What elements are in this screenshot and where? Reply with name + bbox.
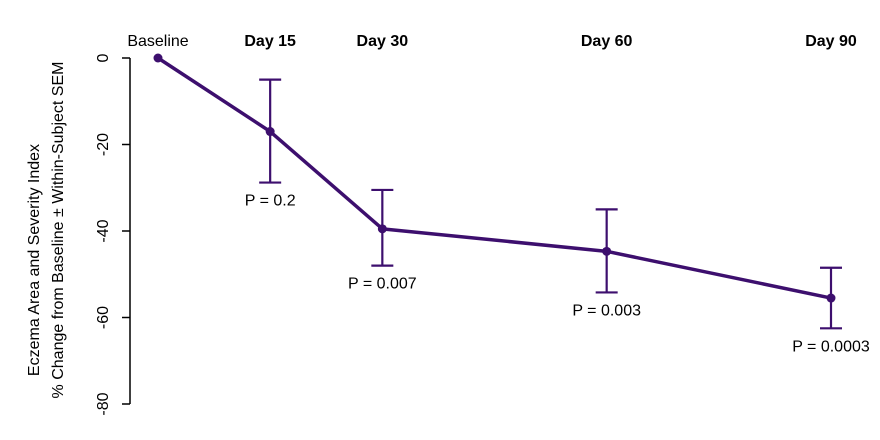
category-label: Day 30 [357, 33, 409, 50]
category-label: Day 90 [805, 33, 857, 50]
data-point [153, 53, 163, 63]
y-tick-label: -60 [95, 306, 112, 329]
data-point [602, 246, 612, 256]
y-tick-label: -20 [95, 133, 112, 156]
y-axis-label-line1: Eczema Area and Severity Index [26, 144, 43, 376]
p-value-label: P = 0.003 [572, 302, 641, 319]
category-label: Baseline [127, 33, 188, 50]
data-point [826, 293, 836, 303]
y-axis-label-line2: % Change from Baseline ± Within-Subject … [50, 62, 67, 399]
y-axis-label: Eczema Area and Severity Index % Change … [26, 62, 67, 399]
y-axis: 0 -20 -40 -60 -80 [95, 53, 131, 416]
error-bars [259, 78, 842, 330]
p-value-label: P = 0.0003 [792, 338, 870, 355]
p-value-labels: P = 0.2 P = 0.007 P = 0.003 P = 0.0003 [245, 193, 870, 356]
data-point [377, 224, 387, 234]
series-line [157, 56, 832, 300]
p-value-label: P = 0.007 [348, 276, 417, 293]
y-tick-label: -40 [95, 219, 112, 242]
category-labels: Baseline Day 15 Day 30 Day 60 Day 90 [127, 33, 857, 50]
y-tick-label: 0 [95, 53, 112, 62]
data-point [265, 127, 275, 137]
y-tick-label: -80 [95, 392, 112, 415]
category-label: Day 15 [244, 33, 296, 50]
series-line-group [153, 53, 836, 303]
category-label: Day 60 [581, 33, 633, 50]
p-value-label: P = 0.2 [245, 193, 296, 210]
